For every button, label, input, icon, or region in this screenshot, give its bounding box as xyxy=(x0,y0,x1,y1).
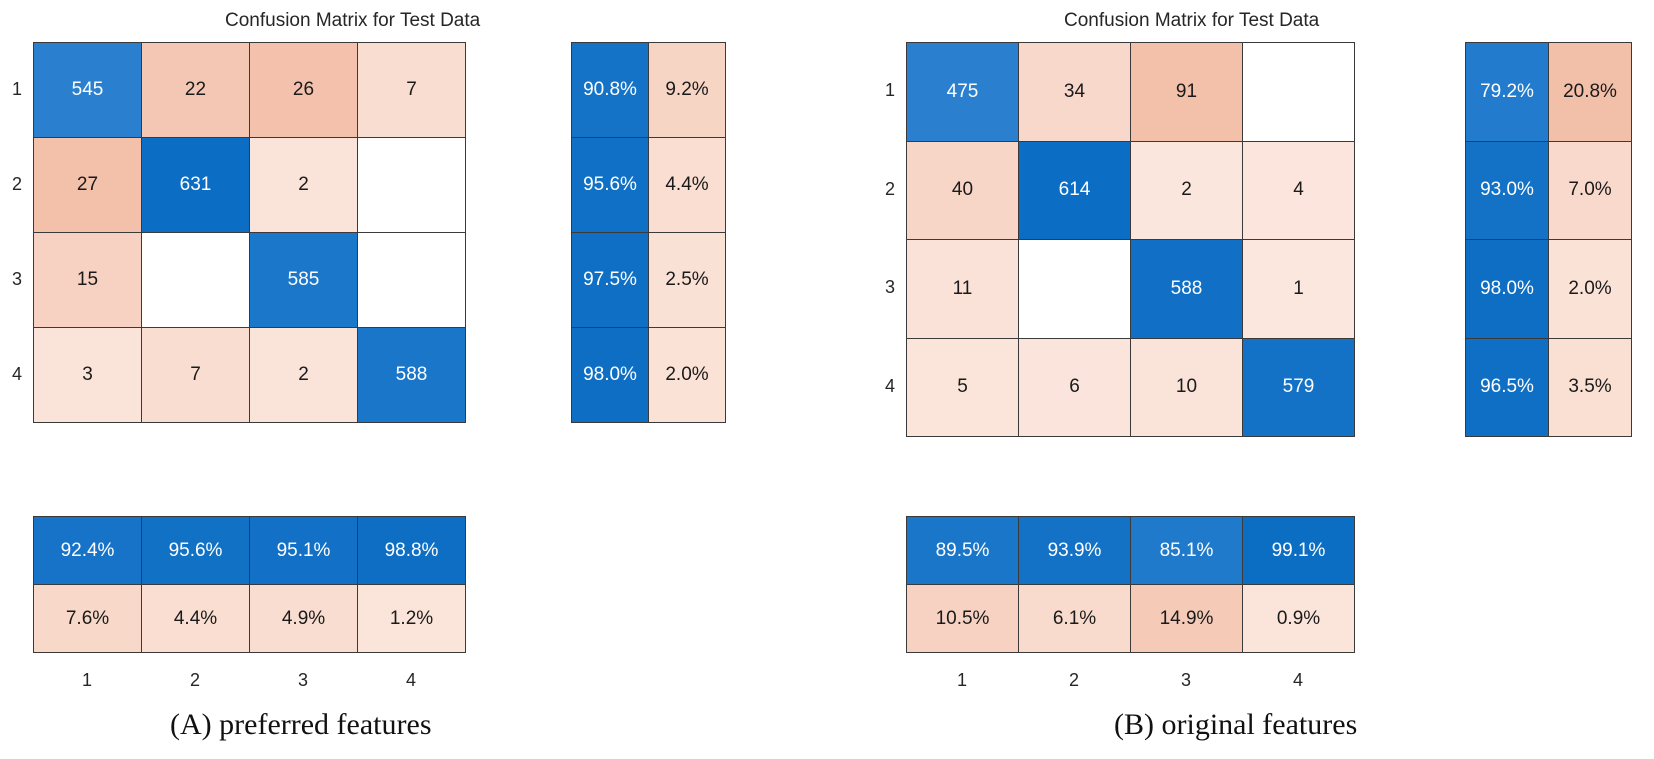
row-summary-error: 2.0% xyxy=(1548,239,1632,339)
panel-caption: (B) original features xyxy=(1114,708,1358,741)
panel-a: Confusion Matrix for Test Data 545 22 26 7 1 9… xyxy=(11,10,726,741)
col-summary-correct: 93.9% xyxy=(1018,516,1131,585)
column-tick-label: 1 xyxy=(956,670,967,690)
matrix-cell: 588 xyxy=(1130,239,1243,339)
matrix-cell: 3 xyxy=(33,327,142,424)
matrix-cell: 614 xyxy=(1018,140,1131,241)
row-summary-error: 4.4% xyxy=(648,137,726,234)
matrix-cell xyxy=(1242,42,1355,142)
row-summary-correct: 79.2% xyxy=(1465,42,1549,142)
col-summary-error: 4.9% xyxy=(249,584,358,653)
chart-title: Confusion Matrix for Test Data xyxy=(225,10,481,31)
matrix-cell: 15 xyxy=(33,232,142,329)
row-summary-correct: 95.6% xyxy=(571,137,649,234)
row-summary-correct: 90.8% xyxy=(571,42,649,139)
matrix-cell: 5 xyxy=(906,337,1019,438)
matrix-cell: 1 xyxy=(1242,239,1355,339)
row-tick-label: 1 xyxy=(884,80,895,101)
col-summary-error: 0.9% xyxy=(1242,584,1355,653)
row-tick-label: 3 xyxy=(884,277,895,298)
matrix-cell: 545 xyxy=(33,42,142,139)
column-tick-label: 4 xyxy=(405,670,416,690)
matrix-cell: 26 xyxy=(249,42,358,139)
col-summary-correct: 95.6% xyxy=(141,516,250,585)
column-tick-label: 3 xyxy=(1180,670,1191,690)
row-tick-label: 4 xyxy=(884,375,895,396)
matrix-cell: 7 xyxy=(357,42,466,139)
matrix-cell: 631 xyxy=(141,137,250,234)
col-summary-correct: 95.1% xyxy=(249,516,358,585)
matrix-cell: 40 xyxy=(906,140,1019,241)
matrix-cell: 2 xyxy=(1130,140,1243,241)
column-tick-label: 1 xyxy=(81,670,92,690)
col-summary-error: 1.2% xyxy=(357,584,466,653)
matrix-cell: 34 xyxy=(1018,42,1131,142)
row-summary-error: 3.5% xyxy=(1548,337,1632,438)
row-summary-error: 2.5% xyxy=(648,232,726,329)
panel-caption: (A) preferred features xyxy=(170,708,432,741)
col-summary-correct: 99.1% xyxy=(1242,516,1355,585)
col-summary-error: 7.6% xyxy=(33,584,142,653)
col-summary-correct: 85.1% xyxy=(1130,516,1243,585)
col-summary-error: 14.9% xyxy=(1130,584,1243,653)
column-tick-label: 4 xyxy=(1292,670,1303,690)
matrix-cell: 10 xyxy=(1130,337,1243,438)
matrix-cell: 588 xyxy=(357,327,466,424)
row-summary-correct: 96.5% xyxy=(1465,337,1549,438)
col-summary-correct: 92.4% xyxy=(33,516,142,585)
row-summary-correct: 98.0% xyxy=(1465,239,1549,339)
col-summary-error: 6.1% xyxy=(1018,584,1131,653)
matrix-cell: 7 xyxy=(141,327,250,424)
matrix-cell: 579 xyxy=(1242,337,1355,438)
row-tick-label: 2 xyxy=(884,178,895,199)
matrix-cell: 91 xyxy=(1130,42,1243,142)
chart-title: Confusion Matrix for Test Data xyxy=(1064,10,1320,31)
row-summary-correct: 97.5% xyxy=(571,232,649,329)
row-tick-label: 3 xyxy=(11,268,22,289)
matrix-cell: 27 xyxy=(33,137,142,234)
row-tick-label: 2 xyxy=(11,173,22,194)
matrix-cell xyxy=(357,137,466,234)
matrix-cell: 2 xyxy=(249,327,358,424)
row-summary-error: 20.8% xyxy=(1548,42,1632,142)
matrix-cell: 2 xyxy=(249,137,358,234)
matrix-cell: 22 xyxy=(141,42,250,139)
col-summary-error: 4.4% xyxy=(141,584,250,653)
matrix-cell: 585 xyxy=(249,232,358,329)
matrix-cell: 6 xyxy=(1018,337,1131,438)
matrix-cell: 475 xyxy=(906,42,1019,142)
row-summary-error: 7.0% xyxy=(1548,140,1632,241)
row-summary-correct: 93.0% xyxy=(1465,140,1549,241)
row-summary-error: 2.0% xyxy=(648,327,726,424)
row-summary-error: 9.2% xyxy=(648,42,726,139)
matrix-cell xyxy=(357,232,466,329)
column-tick-label: 3 xyxy=(297,670,308,690)
col-summary-error: 10.5% xyxy=(906,584,1019,653)
matrix-cell xyxy=(1018,239,1131,339)
panel-b: Confusion Matrix for Test Data 475 34 91 1 79… xyxy=(874,0,1654,759)
matrix-cell: 4 xyxy=(1242,140,1355,241)
matrix-cell xyxy=(141,232,250,329)
column-tick-label: 2 xyxy=(1068,670,1079,690)
row-summary-correct: 98.0% xyxy=(571,327,649,424)
matrix-cell: 11 xyxy=(906,239,1019,339)
col-summary-correct: 89.5% xyxy=(906,516,1019,585)
row-tick-label: 1 xyxy=(11,78,22,99)
column-tick-label: 2 xyxy=(189,670,200,690)
col-summary-correct: 98.8% xyxy=(357,516,466,585)
row-tick-label: 4 xyxy=(11,363,22,384)
